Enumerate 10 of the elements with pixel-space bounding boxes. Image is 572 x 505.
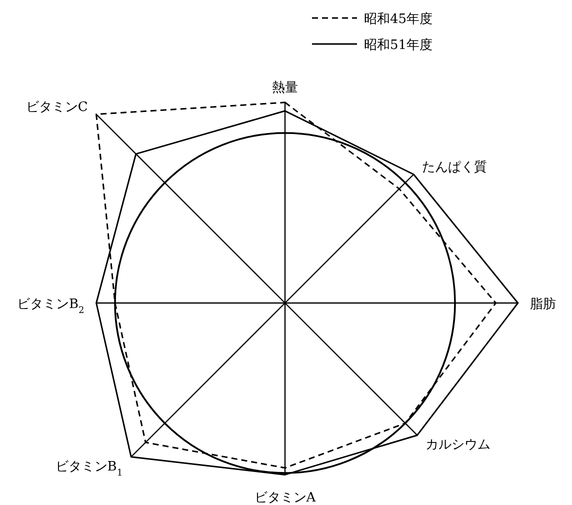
spoke-label: ビタミンB$_{1}$ <box>55 459 123 478</box>
spoke-label: 熱量 <box>272 80 298 96</box>
spoke-label: ビタミンA <box>254 490 316 505</box>
spoke-label: 脂肪 <box>530 297 556 312</box>
spoke-label: ビタミンC <box>26 100 88 115</box>
legend-label: 昭和45年度 <box>364 11 433 27</box>
spoke-label: ビタミンB$_{2}$ <box>16 297 84 316</box>
legend-label: 昭和51年度 <box>364 37 433 53</box>
spoke-label: たんぱく質 <box>422 160 488 175</box>
spoke-label: カルシウム <box>426 438 491 453</box>
